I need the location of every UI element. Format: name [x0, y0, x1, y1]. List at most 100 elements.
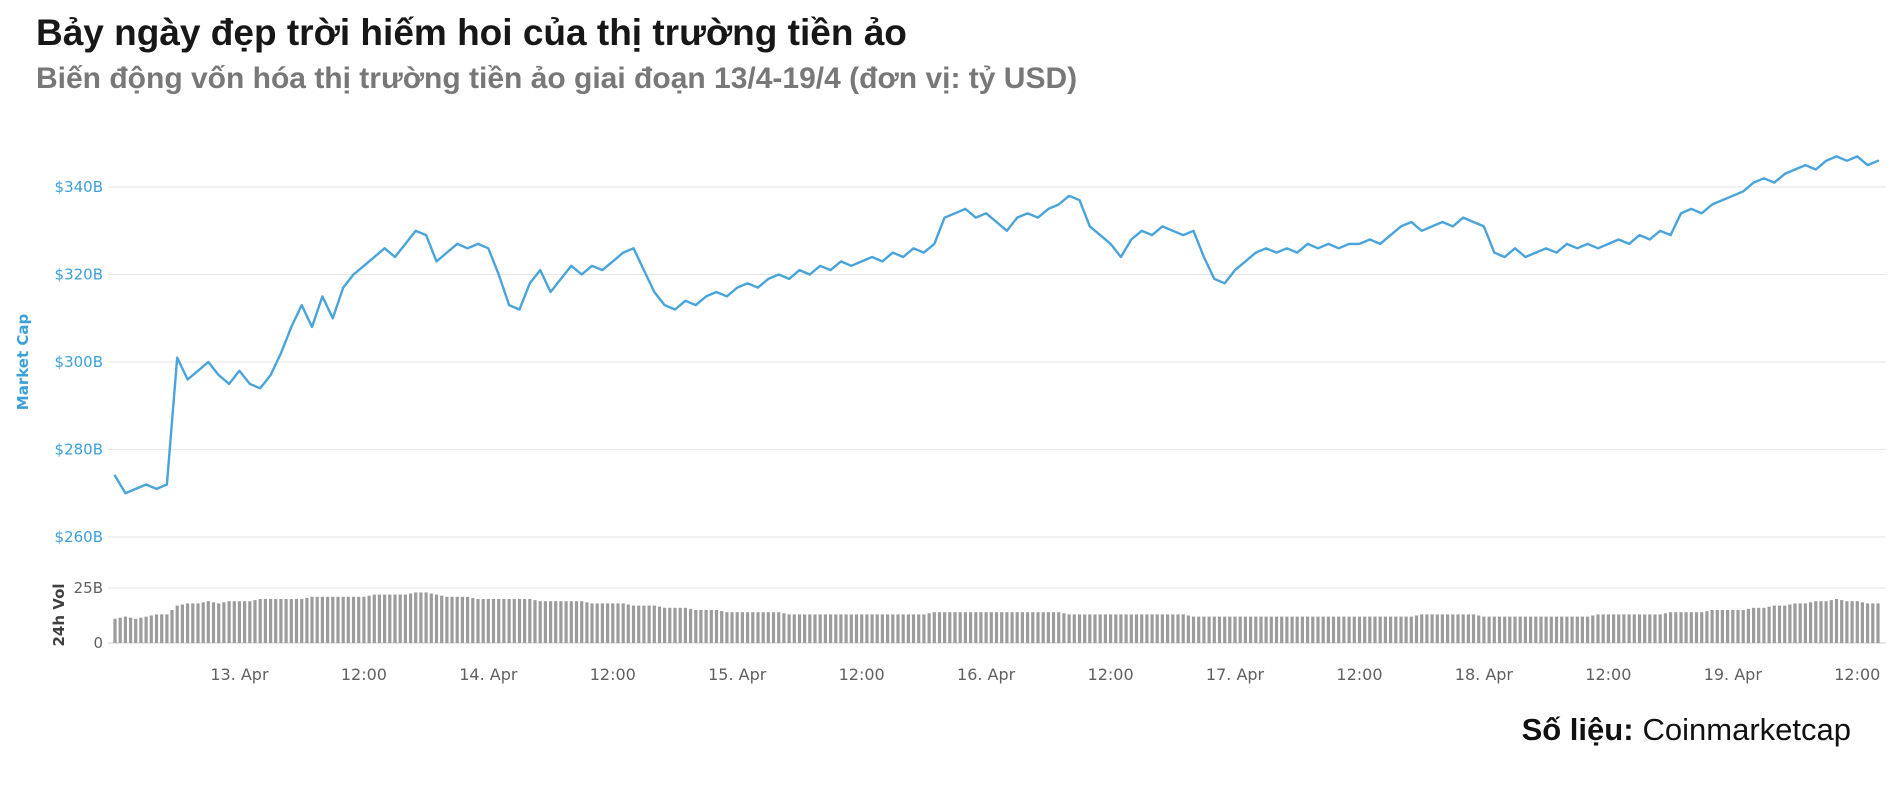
volume-bar: [377, 594, 381, 643]
volume-bar: [1171, 614, 1175, 643]
axis-label: 12:00: [590, 665, 636, 684]
volume-bar: [1015, 612, 1019, 643]
volume-bar: [725, 612, 729, 643]
volume-bar: [751, 612, 755, 643]
volume-bar: [880, 614, 884, 643]
volume-bar: [1757, 607, 1761, 643]
volume-bar: [1788, 604, 1792, 643]
volume-bar: [1793, 603, 1797, 643]
volume-bar: [450, 596, 454, 643]
volume-bar: [1508, 616, 1512, 643]
volume-bar: [1456, 614, 1460, 643]
volume-bar: [1145, 614, 1149, 643]
volume-bar: [606, 603, 610, 643]
volume-bar: [1627, 614, 1631, 643]
volume-bar: [1176, 614, 1180, 643]
volume-bar: [1575, 616, 1579, 643]
volume-bar: [1321, 616, 1325, 643]
volume-bar: [1357, 616, 1362, 643]
volume-bar: [1752, 607, 1756, 643]
volume-bar: [1767, 606, 1771, 643]
volume-bar: [865, 614, 869, 643]
volume-bar: [689, 608, 693, 643]
volume-bars: [113, 592, 1880, 643]
volume-bar: [424, 592, 428, 643]
volume-bar: [647, 605, 651, 643]
volume-bar: [1269, 616, 1273, 643]
axis-label: 12:00: [1336, 665, 1382, 684]
market-cap-line: [113, 155, 1880, 495]
volume-bar: [315, 596, 319, 643]
volume-bar: [1726, 610, 1730, 643]
volume-bar: [1414, 615, 1419, 643]
volume-bar: [1606, 614, 1610, 643]
volume-bar: [1471, 614, 1476, 643]
volume-bar: [351, 596, 356, 643]
volume-bar: [777, 612, 781, 643]
volume-bar: [818, 614, 822, 643]
volume-bar: [1383, 616, 1387, 643]
volume-bar: [1109, 614, 1113, 643]
volume-bar: [1446, 614, 1450, 643]
volume-bar: [756, 612, 760, 643]
volume-bar: [1710, 610, 1714, 643]
volume-bar: [663, 607, 667, 643]
volume-bar: [1404, 616, 1408, 643]
volume-bar: [1031, 612, 1035, 643]
volume-bar: [1736, 610, 1740, 643]
volume-bar: [129, 617, 133, 643]
volume-bar: [1228, 616, 1232, 643]
axis-label: $280B: [55, 441, 103, 459]
volume-bar: [341, 596, 345, 643]
volume-bar: [683, 607, 687, 643]
volume-bar: [1674, 612, 1678, 643]
volume-bar: [808, 614, 812, 643]
volume-bar: [362, 596, 366, 643]
volume-bar: [1617, 614, 1621, 643]
volume-bar: [206, 601, 210, 643]
volume-bar: [388, 594, 392, 643]
volume-bar: [1155, 614, 1159, 643]
volume-bar: [1280, 616, 1284, 643]
volume-bar: [860, 614, 864, 643]
volume-bar: [134, 618, 138, 643]
volume-bar: [1342, 616, 1346, 643]
volume-bar: [1637, 614, 1642, 643]
volume-bar: [1798, 603, 1802, 643]
volume-bar: [1762, 607, 1766, 643]
volume-bar: [1829, 600, 1833, 643]
volume-bar: [994, 612, 999, 643]
volume-bar: [1005, 612, 1009, 643]
volume-bar: [1539, 616, 1543, 643]
volume-bar: [1026, 612, 1030, 643]
volume-bar: [502, 599, 506, 643]
axis-label: 13. Apr: [210, 665, 269, 684]
volume-bar: [1482, 616, 1486, 643]
volume-bar: [1497, 616, 1502, 643]
volume-bar: [1295, 616, 1299, 643]
volume-bar: [113, 618, 117, 643]
volume-bar: [1274, 616, 1279, 643]
volume-bar: [948, 612, 952, 643]
volume-bar: [1124, 614, 1128, 643]
axis-label: 12:00: [839, 665, 885, 684]
volume-bar: [1586, 616, 1590, 643]
volume-bar: [1160, 614, 1164, 643]
volume-bar: [652, 605, 656, 643]
volume-bar: [284, 599, 288, 643]
volume-bar: [269, 599, 273, 643]
volume-bar: [963, 612, 967, 643]
volume-bar: [1705, 611, 1709, 643]
axis-label: $320B: [55, 266, 103, 284]
volume-bar: [1010, 612, 1014, 643]
volume-bar: [196, 603, 200, 643]
volume-bar: [849, 614, 853, 643]
volume-bar: [1554, 616, 1559, 643]
volume-bar: [1077, 614, 1082, 643]
volume-bar: [372, 594, 376, 643]
axis-label: $340B: [55, 178, 103, 196]
volume-bar: [331, 596, 335, 643]
volume-bar: [1658, 614, 1662, 643]
volume-bar: [227, 601, 231, 643]
chart-title: Bảy ngày đẹp trời hiếm hoi của thị trườn…: [36, 12, 907, 53]
